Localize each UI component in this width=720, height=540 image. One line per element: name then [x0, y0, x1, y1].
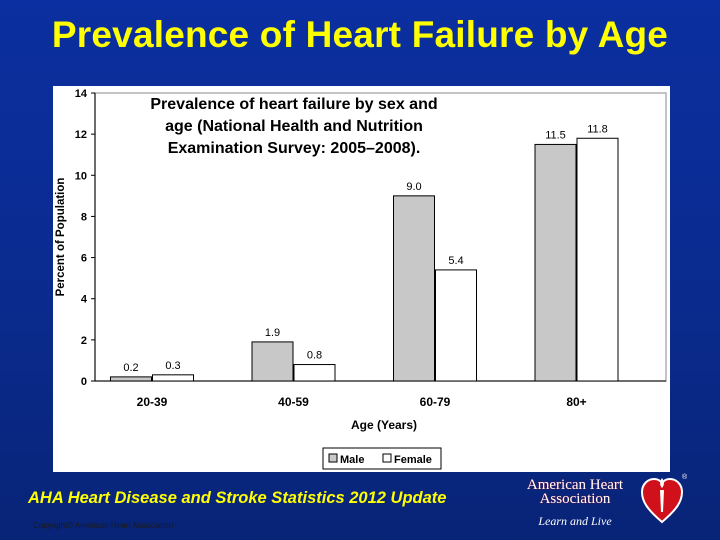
y-tick-label: 14 [75, 88, 88, 100]
legend-label-female: Female [394, 454, 432, 466]
x-axis-label: Age (Years) [351, 418, 417, 432]
bar-female [293, 364, 336, 382]
legend-box [322, 447, 442, 470]
bar-male [534, 143, 577, 382]
bar-female [435, 269, 477, 382]
y-tick-label: 4 [81, 294, 88, 306]
data-label: 0.8 [307, 350, 322, 362]
bar-female [576, 137, 619, 382]
data-label: 11.8 [587, 123, 608, 135]
data-label: 1.9 [265, 327, 280, 339]
aha-logo-tagline: Learn and Live [538, 514, 612, 528]
y-tick-label: 12 [75, 129, 87, 141]
data-label: 9.0 [406, 181, 421, 193]
source-footer: AHA Heart Disease and Stroke Statistics … [28, 489, 447, 507]
chart-title-line: age (National Health and Nutrition [165, 118, 423, 135]
y-tick-label: 6 [81, 253, 87, 265]
data-label: 11.5 [545, 129, 566, 141]
aha-logo-name-line1: American Heart [526, 477, 624, 493]
copyright-notice: Copyright© American Heart Association [33, 521, 174, 530]
x-tick-label: 80+ [566, 395, 586, 409]
y-tick-label: 8 [81, 211, 87, 223]
y-tick-label: 10 [75, 170, 87, 182]
data-label: 0.3 [165, 360, 180, 372]
legend-swatch-female [382, 453, 392, 463]
legend-swatch-male [328, 453, 338, 463]
bar-male [251, 341, 294, 382]
legend-label-male: Male [340, 454, 364, 466]
bar-female [152, 374, 194, 382]
x-tick-label: 40-59 [278, 395, 309, 409]
x-tick-label: 20-39 [137, 395, 168, 409]
chart-title-line: Examination Survey: 2005–2008). [168, 140, 421, 157]
data-label: 5.4 [448, 255, 463, 267]
aha-logo-name-line2: Association [539, 491, 611, 507]
chart-panel: 0 2 4 6 8 10 12 14 Percent of Population 0.2 0.3 20… [53, 86, 670, 472]
bar-male [393, 195, 435, 382]
aha-logo-name: American Heart Association [512, 477, 638, 507]
data-label: 0.2 [123, 362, 138, 374]
registered-mark: ® [682, 473, 688, 481]
heart-torch-icon: ® [640, 473, 688, 524]
x-tick-label: 60-79 [420, 395, 451, 409]
bar-male [110, 376, 152, 382]
bar-chart: 0 2 4 6 8 10 12 14 Percent of Population 0.2 0.3 20… [55, 88, 667, 470]
slide-title: Prevalence of Heart Failure by Age [51, 14, 669, 55]
y-tick-label: 0 [81, 376, 87, 388]
chart-title-line: Prevalence of heart failure by sex and [150, 96, 437, 113]
aha-logo: American Heart Association Learn and Liv… [512, 470, 690, 530]
y-axis-label: Percent of Population [55, 178, 67, 297]
y-tick-label: 2 [81, 335, 87, 347]
